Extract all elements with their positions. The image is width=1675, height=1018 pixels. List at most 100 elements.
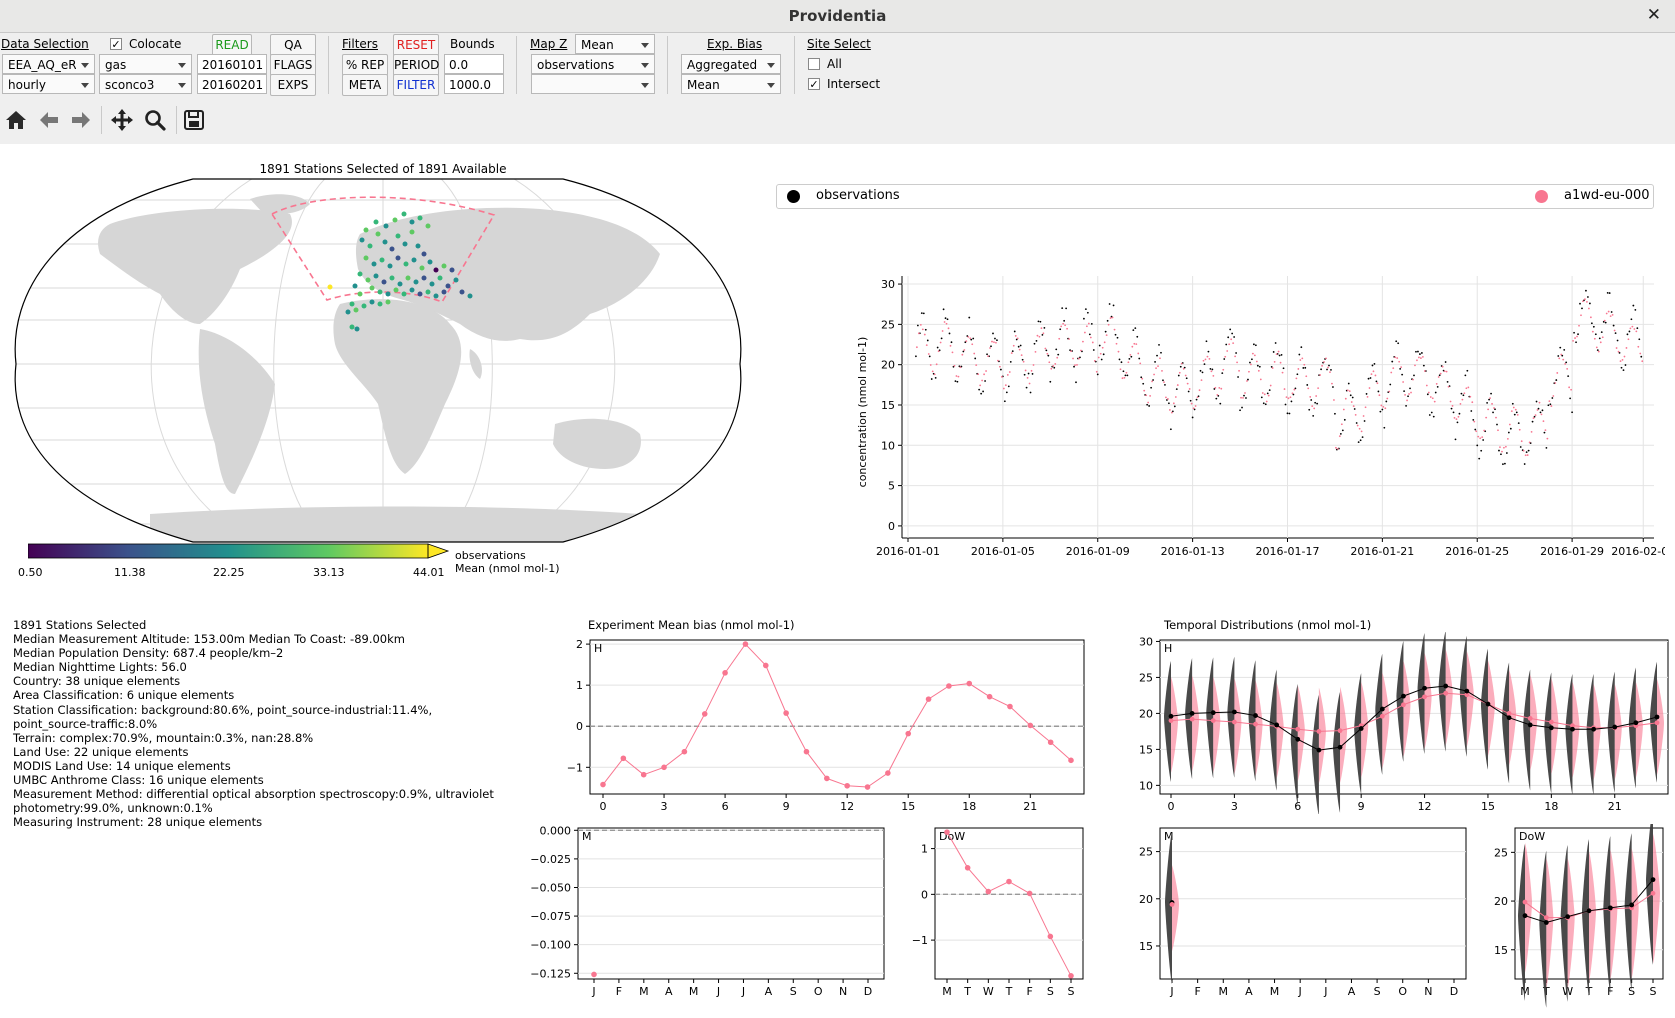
- species-select[interactable]: sconco3: [99, 74, 192, 94]
- exp-bias-stat-select[interactable]: Mean: [681, 74, 781, 94]
- obs-point: [1636, 327, 1639, 330]
- bias-monthly-chart[interactable]: 0.000 −0.025 −0.050 −0.075 −0.100 −0.125 J F M A M…: [520, 824, 890, 1014]
- obs-point: [1247, 378, 1249, 381]
- obs-point: [1436, 385, 1439, 388]
- exp-point: [1046, 352, 1049, 355]
- obs-point: [1381, 408, 1384, 411]
- obs-point: [1359, 439, 1362, 442]
- forward-arrow-icon[interactable]: [70, 110, 92, 130]
- exp-point: [1048, 361, 1051, 364]
- bias-hourly-chart[interactable]: 210−10 3 6 9 12 15 18 21H: [560, 632, 1090, 814]
- bias-monthly-point: [591, 971, 597, 978]
- pan-icon[interactable]: [110, 108, 134, 132]
- obs-point: [1391, 360, 1394, 363]
- exp-point: [1119, 368, 1122, 371]
- exp-point: [929, 364, 932, 366]
- x-tick-label: T: [963, 985, 971, 998]
- exp-point: [1546, 437, 1549, 440]
- obs-violin: [1290, 684, 1298, 805]
- x-tick-label: N: [839, 985, 847, 998]
- obs-point: [1527, 449, 1530, 452]
- exp-point: [1418, 356, 1420, 359]
- map-z-label[interactable]: Map Z: [530, 37, 568, 51]
- colocate-checkbox[interactable]: ✓: [110, 38, 122, 51]
- dist-monthly-chart[interactable]: 25 20 15 J F M A M J J A S O N D M: [1130, 824, 1470, 1014]
- bias-hourly-point: [783, 710, 789, 716]
- home-icon[interactable]: [5, 109, 27, 131]
- exp-point: [1471, 401, 1474, 404]
- metadata-line: Measurement Method: differential optical…: [13, 787, 494, 802]
- obs-point: [1063, 319, 1066, 322]
- all-sites-checkbox[interactable]: [808, 58, 820, 70]
- lower-bound-field[interactable]: 0.0: [444, 54, 504, 74]
- station-markers: [327, 211, 473, 332]
- station-map[interactable]: [0, 174, 760, 544]
- dist-hourly-chart[interactable]: 30 25 20 15 10 0 3 6 9 12 15 18 21 H: [1130, 632, 1675, 814]
- x-tick-label: 9: [783, 800, 790, 813]
- exp-point: [1000, 375, 1003, 378]
- resolution-select[interactable]: hourly: [2, 74, 95, 94]
- back-arrow-icon[interactable]: [38, 110, 60, 130]
- exp-violin: [1297, 685, 1305, 782]
- map-z-dataset1-select[interactable]: observations: [531, 54, 655, 74]
- exp-point: [959, 366, 962, 369]
- zoom-icon[interactable]: [144, 109, 166, 131]
- exp-bias-label[interactable]: Exp. Bias: [707, 37, 763, 51]
- exp-point: [1572, 339, 1574, 342]
- matrix-select[interactable]: gas: [99, 54, 192, 74]
- obs-point: [1251, 358, 1253, 361]
- exp-point: [1457, 415, 1460, 418]
- upper-bound-field[interactable]: 1000.0: [444, 74, 504, 94]
- obs-point: [1507, 431, 1510, 434]
- obs-point: [1027, 372, 1030, 375]
- start-date-field[interactable]: 20160101: [197, 54, 267, 74]
- exp-point: [1137, 352, 1140, 355]
- exps-button[interactable]: EXPS: [270, 74, 316, 96]
- y-tick-label: 20: [1494, 895, 1508, 908]
- obs-point: [1413, 374, 1415, 377]
- meta-button[interactable]: META: [342, 74, 388, 96]
- x-tick-label: 0: [600, 800, 607, 813]
- filters-label[interactable]: Filters: [342, 37, 378, 51]
- legend-exp-marker: [1535, 190, 1548, 203]
- exp-violin: [1234, 678, 1242, 774]
- bias-dow-point: [1047, 933, 1054, 940]
- exp-point: [1461, 398, 1464, 401]
- site-select-label[interactable]: Site Select: [807, 37, 871, 51]
- dist-dow-chart[interactable]: 252015MTWTFSSDoW: [1480, 824, 1675, 1014]
- map-z-stat-select[interactable]: Mean: [575, 34, 655, 54]
- map-z-dataset2-select[interactable]: [531, 74, 655, 94]
- percent-rep-button[interactable]: % REP: [342, 54, 388, 76]
- exp-point: [1588, 307, 1590, 310]
- obs-point: [1480, 449, 1483, 452]
- intersect-checkbox[interactable]: ✓: [808, 78, 820, 91]
- exp-point: [1070, 350, 1072, 353]
- obs-point: [1031, 373, 1034, 375]
- read-button[interactable]: READ: [212, 34, 252, 56]
- exp-point: [1382, 405, 1385, 408]
- obs-point: [1106, 319, 1109, 322]
- save-icon[interactable]: [183, 109, 205, 131]
- obs-point: [1156, 354, 1158, 357]
- period-button[interactable]: PERIOD: [393, 54, 439, 76]
- qa-button[interactable]: QA: [270, 34, 316, 56]
- data-selection-label[interactable]: Data Selection: [1, 37, 89, 51]
- reset-button[interactable]: RESET: [393, 34, 439, 56]
- filter-button[interactable]: FILTER: [393, 74, 439, 96]
- y-tick-label: −1: [912, 934, 928, 947]
- obs-point: [1120, 361, 1123, 364]
- end-date-field[interactable]: 20160201: [197, 74, 267, 94]
- y-tick-label: −0.025: [530, 853, 571, 866]
- obs-point: [1638, 338, 1641, 341]
- exp-bias-mode-select[interactable]: Aggregated: [681, 54, 781, 74]
- exp-median-point: [1543, 915, 1549, 921]
- close-icon[interactable]: ✕: [1646, 5, 1661, 25]
- exp-point: [1404, 393, 1406, 396]
- obs-median-point: [1543, 920, 1549, 925]
- timeseries-chart[interactable]: 0 5 10 15 20 25 30 2016-01-01 2016-01-05 2016-01-…: [850, 270, 1665, 580]
- flags-button[interactable]: FLAGS: [270, 54, 316, 76]
- exp-point: [1121, 377, 1124, 380]
- exp-point: [1321, 364, 1323, 367]
- network-select[interactable]: EEA_AQ_eRe: [2, 54, 95, 74]
